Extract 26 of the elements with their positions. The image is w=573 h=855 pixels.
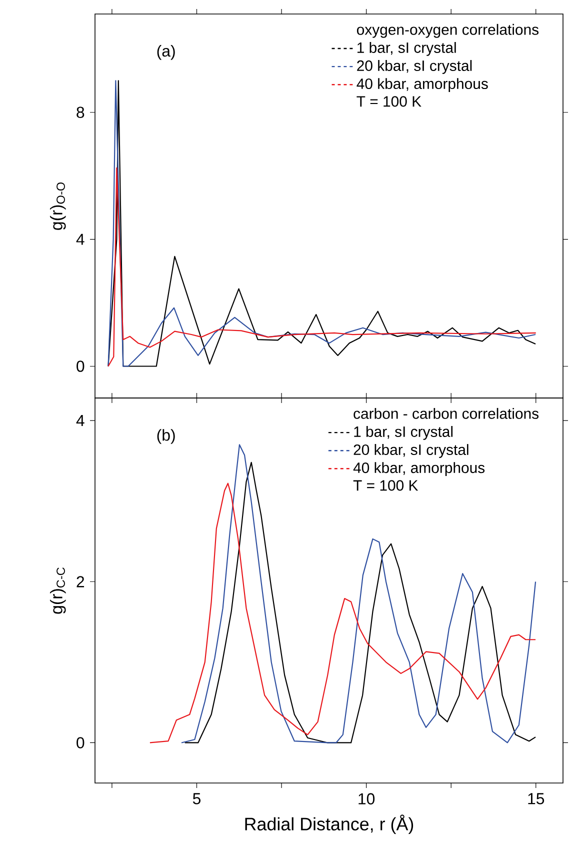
y-tick-label: 8 <box>76 106 84 118</box>
y-axis-title: g(r)$_{C-C}$ <box>50 567 66 614</box>
legend-label: 1 bar, sI crystal <box>357 42 456 56</box>
legend-label: 20 kbar, sI crystal <box>354 444 468 458</box>
line-series <box>108 167 536 367</box>
legend-title: oxygen-oxygen correlations <box>356 24 539 38</box>
y-tick-label: 4 <box>76 415 84 426</box>
y-tick-label: 2 <box>76 576 84 588</box>
legend-label: 40 kbar, amorphous <box>356 78 488 92</box>
annotation: (b) <box>157 429 175 444</box>
legend-label: 40 kbar, amorphous <box>353 462 485 476</box>
line-series <box>108 80 536 367</box>
annotation: (a) <box>157 44 175 60</box>
y-tick-label: 4 <box>76 234 84 245</box>
legend-label: 1 bar, sI crystal <box>354 426 453 440</box>
annotation: T = 100 K <box>353 480 418 491</box>
x-tick-label: 5 <box>192 793 200 804</box>
x-tick-label: 10 <box>358 793 375 804</box>
y-axis-title: g(r)$_{O-O}$ <box>50 182 66 230</box>
legend-title: carbon - carbon correlations <box>354 408 539 419</box>
y-tick-label: 0 <box>76 360 84 372</box>
legend-label: 20 kbar, sI crystal <box>357 60 472 74</box>
y-tick-label: 0 <box>76 737 84 748</box>
x-tick-label: 15 <box>528 793 544 804</box>
annotation: T = 100 K <box>356 96 422 107</box>
x-axis-title: Radial Distance, r (Å) <box>245 814 414 834</box>
